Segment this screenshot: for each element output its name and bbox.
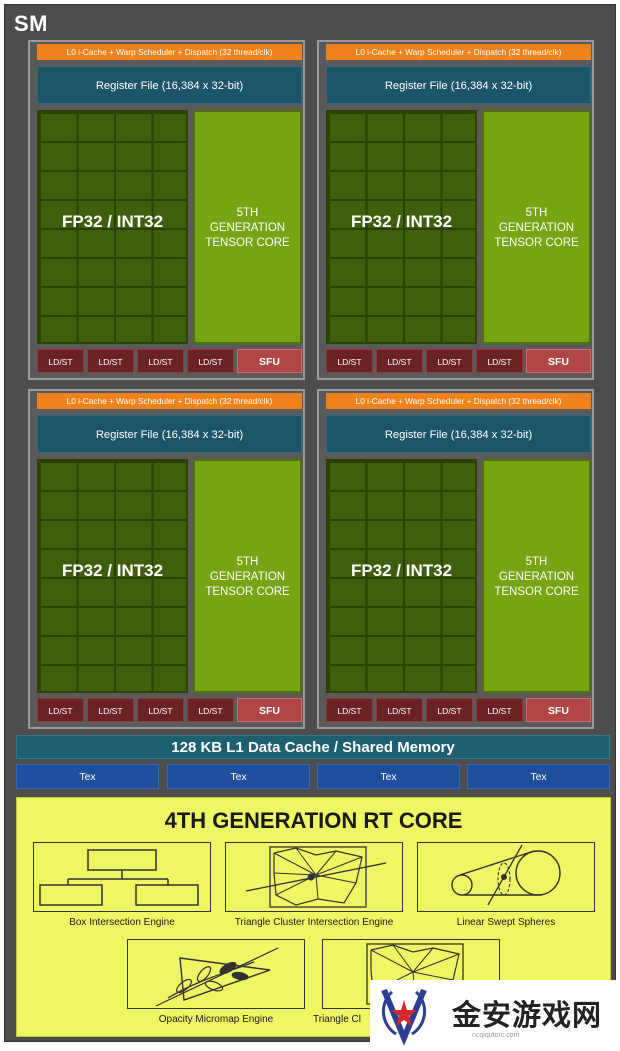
triangle-mesh-icon: [245, 846, 387, 908]
tensor-core: 5TH GENERATION TENSOR CORE: [482, 459, 591, 693]
l0-icache-bar: L0 i-Cache + Warp Scheduler + Dispatch (…: [326, 393, 591, 409]
l0-icache-bar: L0 i-Cache + Warp Scheduler + Dispatch (…: [326, 44, 591, 60]
tensor-core-label: 5TH GENERATION TENSOR CORE: [494, 207, 579, 249]
tensor-core: 5TH GENERATION TENSOR CORE: [482, 110, 591, 344]
tex-unit: Tex: [167, 764, 310, 789]
ldst-unit: LD/ST: [187, 698, 234, 722]
ldst-unit: LD/ST: [476, 349, 523, 373]
leaf-micromap-icon: [155, 947, 279, 1007]
ldst-unit: LD/ST: [376, 698, 423, 722]
fp32-int32-label: FP32 / INT32: [61, 561, 164, 580]
ldst-unit: LD/ST: [187, 349, 234, 373]
sfu-unit: SFU: [526, 698, 591, 722]
ldst-unit: LD/ST: [87, 349, 134, 373]
watermark-text: 金安游戏网: [452, 998, 603, 1032]
ldst-unit: LD/ST: [476, 698, 523, 722]
fp32-int32-cores: FP32 / INT32: [37, 110, 188, 344]
sm-quadrant: L0 i-Cache + Warp Scheduler + Dispatch (…: [317, 40, 594, 380]
engine-label: Opacity Micromap Engine: [158, 1014, 274, 1025]
box-hierarchy-icon: [39, 849, 199, 906]
register-file: Register File (16,384 x 32-bit): [326, 66, 591, 104]
tensor-core-label: 5TH GENERATION TENSOR CORE: [205, 207, 290, 249]
fp32-int32-cores: FP32 / INT32: [326, 459, 477, 693]
tex-unit: Tex: [467, 764, 610, 789]
sm-quadrant: L0 i-Cache + Warp Scheduler + Dispatch (…: [28, 389, 305, 729]
l0-icache-bar: L0 i-Cache + Warp Scheduler + Dispatch (…: [37, 393, 302, 409]
watermark-logo-icon: [381, 988, 427, 1046]
ldst-unit: LD/ST: [37, 698, 84, 722]
register-file: Register File (16,384 x 32-bit): [37, 415, 302, 453]
engine-label: Box Intersection Engine: [69, 917, 175, 928]
ldst-unit: LD/ST: [137, 698, 184, 722]
ldst-unit: LD/ST: [426, 698, 473, 722]
box-intersection-engine: [33, 842, 211, 912]
ldst-unit: LD/ST: [87, 698, 134, 722]
ldst-unit: LD/ST: [326, 349, 373, 373]
ldst-unit: LD/ST: [137, 349, 184, 373]
tex-unit: Tex: [317, 764, 460, 789]
swept-sphere-icon: [451, 844, 561, 906]
fp32-int32-label: FP32 / INT32: [61, 212, 164, 231]
ldst-unit: LD/ST: [37, 349, 84, 373]
engine-label: Linear Swept Spheres: [456, 917, 556, 928]
ldst-unit: LD/ST: [326, 698, 373, 722]
l1-data-cache: 128 KB L1 Data Cache / Shared Memory: [16, 735, 610, 759]
tensor-core-label: 5TH GENERATION TENSOR CORE: [205, 556, 290, 598]
sfu-unit: SFU: [526, 349, 591, 373]
triangle-cluster-engine: [225, 842, 403, 912]
tensor-core-label: 5TH GENERATION TENSOR CORE: [494, 556, 579, 598]
ldst-unit: LD/ST: [426, 349, 473, 373]
register-file: Register File (16,384 x 32-bit): [37, 66, 302, 104]
rt-core-title: 4TH GENERATION RT CORE: [164, 808, 463, 833]
sm-label: SM: [14, 11, 48, 36]
tensor-core: 5TH GENERATION TENSOR CORE: [193, 110, 302, 344]
sm-quadrant: L0 i-Cache + Warp Scheduler + Dispatch (…: [317, 389, 594, 729]
watermark-url: ncqiqutorc.com: [472, 1032, 520, 1039]
sfu-unit: SFU: [237, 349, 302, 373]
fp32-int32-cores: FP32 / INT32: [326, 110, 477, 344]
watermark: 金安游戏网 ncqiqutorc.com: [370, 980, 620, 1046]
l0-icache-bar: L0 i-Cache + Warp Scheduler + Dispatch (…: [37, 44, 302, 60]
register-file: Register File (16,384 x 32-bit): [326, 415, 591, 453]
fp32-int32-label: FP32 / INT32: [350, 212, 453, 231]
engine-label: Triangle Cluster Intersection Engine: [234, 917, 394, 928]
linear-swept-spheres: [417, 842, 595, 912]
sm-quadrant: L0 i-Cache + Warp Scheduler + Dispatch (…: [28, 40, 305, 380]
opacity-micromap-engine: [127, 939, 305, 1009]
engine-label: Triangle Cl: [313, 1014, 361, 1025]
tensor-core: 5TH GENERATION TENSOR CORE: [193, 459, 302, 693]
ldst-unit: LD/ST: [376, 349, 423, 373]
sfu-unit: SFU: [237, 698, 302, 722]
fp32-int32-label: FP32 / INT32: [350, 561, 453, 580]
tex-unit: Tex: [16, 764, 159, 789]
fp32-int32-cores: FP32 / INT32: [37, 459, 188, 693]
